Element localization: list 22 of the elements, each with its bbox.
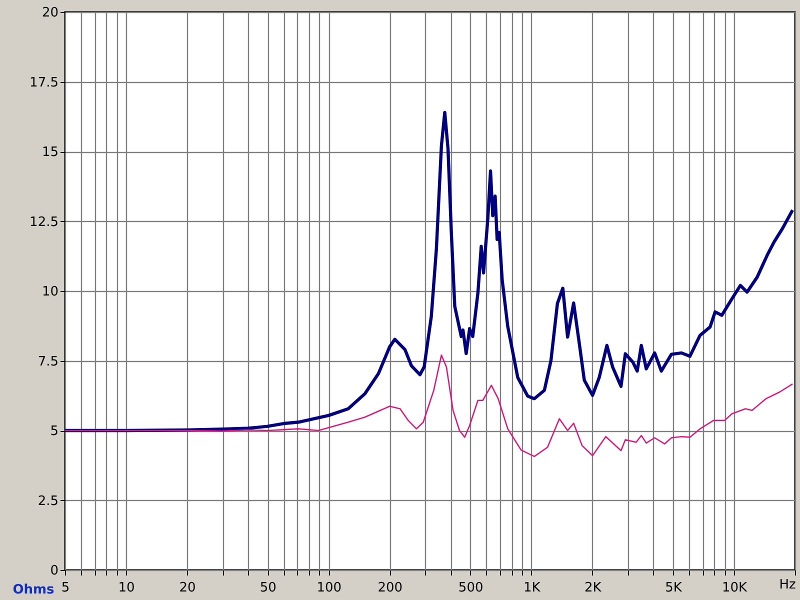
y-tick-label: 15 [42, 145, 58, 160]
x-tick-label: 5K [665, 580, 682, 596]
y-tick-label: 20 [42, 6, 58, 20]
y-tick-label: 12.5 [30, 214, 58, 230]
y-tick-label: 17.5 [30, 75, 58, 90]
x-tick-label: 200 [378, 580, 403, 596]
y-tick-label: 0 [50, 564, 58, 578]
x-axis-title: Hz [779, 578, 796, 592]
y-tick-label: 7.5 [38, 354, 58, 370]
x-tick-label: 500 [458, 580, 484, 596]
x-tick-label: 100 [316, 580, 342, 596]
x-tick-label: 2K [584, 580, 602, 596]
x-tick-label: 10K [722, 580, 748, 596]
y-tick-label: 10 [42, 284, 58, 300]
y-axis-title: Ohms [12, 582, 55, 598]
x-tick-label: 20 [179, 580, 196, 596]
x-tick-label: 10 [118, 580, 135, 596]
x-tick-label: 1K [523, 580, 541, 596]
y-tick-label: 5 [50, 424, 58, 439]
x-tick-label: 5 [61, 580, 70, 596]
y-tick-label: 2.5 [38, 494, 58, 509]
x-tick-label: 50 [260, 580, 276, 596]
